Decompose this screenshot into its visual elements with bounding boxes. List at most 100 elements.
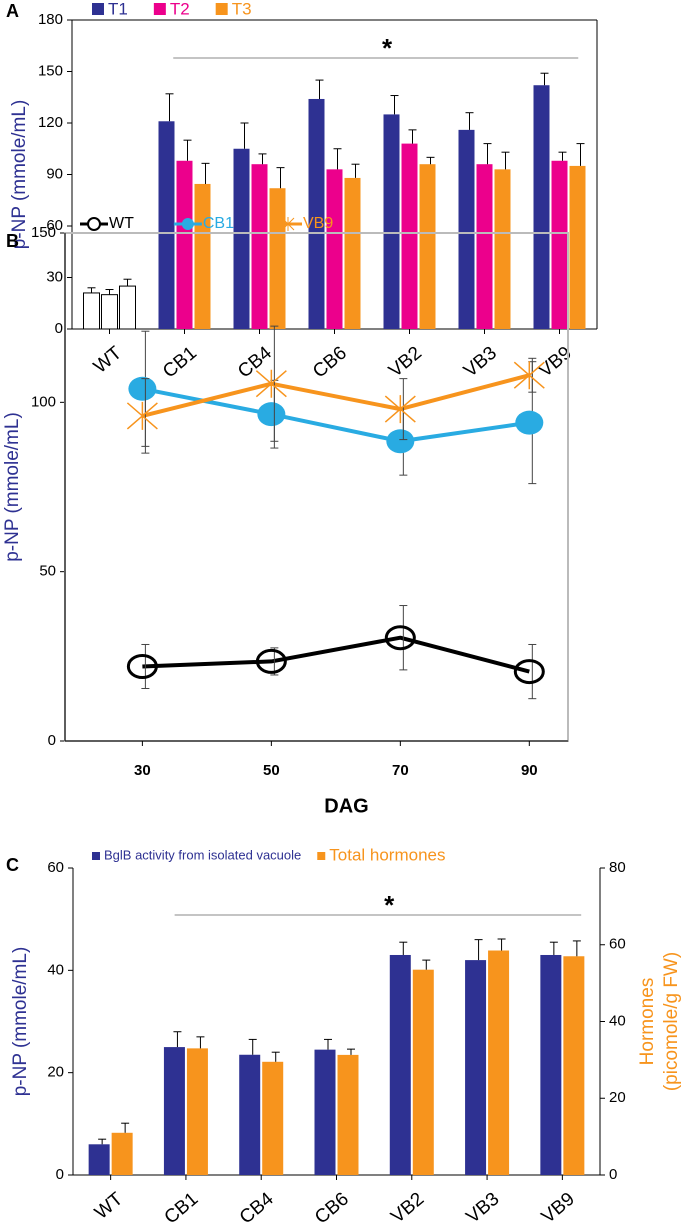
bar: [337, 1054, 359, 1175]
legend-label: T3: [232, 0, 252, 18]
y2-tick-label: 20: [609, 1089, 626, 1106]
x-axis-label: DAG: [324, 795, 368, 817]
panel-letter: A: [6, 1, 19, 21]
y-tick-label: 150: [38, 62, 63, 79]
bar: [569, 165, 586, 329]
x-tick-label: 50: [263, 762, 280, 779]
y-axis-label: p-NP (mmole/mL): [9, 100, 30, 250]
y-tick-label: 30: [46, 268, 63, 285]
bar: [101, 294, 118, 330]
marker: [513, 659, 545, 685]
bar: [262, 1061, 284, 1175]
x-tick-label: VB2: [385, 343, 426, 382]
legend-label: Total hormones: [329, 845, 445, 864]
bar: [111, 1132, 133, 1175]
legend-marker: [281, 217, 295, 231]
annotation: *: [382, 33, 393, 63]
legend-label: CB1: [203, 215, 234, 232]
y-tick-label: 90: [46, 165, 63, 182]
marker: [386, 429, 415, 454]
bar: [533, 85, 550, 329]
bar: [314, 1049, 336, 1175]
legend-label: BglB activity from isolated vacuole: [104, 847, 301, 862]
bar: [269, 188, 286, 329]
annotation: *: [384, 890, 395, 920]
bar: [158, 121, 175, 330]
y-tick-label: 180: [38, 11, 63, 28]
bar: [344, 177, 361, 329]
x-tick-label: CB1: [161, 1189, 203, 1225]
x-tick-label: CB6: [309, 343, 351, 383]
bar: [383, 114, 400, 330]
y-tick-label: 100: [31, 393, 56, 410]
marker: [384, 625, 416, 651]
x-tick-label: VB3: [462, 1189, 503, 1225]
y2-tick-label: 40: [609, 1012, 626, 1029]
x-tick-label: VB2: [387, 1189, 428, 1225]
legend-swatch: [153, 3, 166, 15]
bar: [401, 143, 418, 329]
x-tick-label: CB4: [236, 1188, 278, 1225]
marker: [128, 376, 157, 401]
marker: [255, 648, 287, 674]
y-tick-label: 120: [38, 114, 63, 131]
bar: [326, 169, 343, 329]
bar: [419, 164, 436, 329]
y-tick-label: 0: [55, 320, 63, 337]
y2-axis-label: (picomole/g FW): [661, 952, 682, 1091]
marker: [513, 361, 545, 390]
y-tick-label: 60: [47, 859, 64, 876]
y-tick-label: 0: [48, 732, 56, 749]
x-tick-label: WT: [90, 342, 126, 377]
bar: [308, 98, 325, 329]
bar: [176, 160, 193, 329]
bar: [389, 954, 411, 1175]
x-tick-label: VB9: [538, 1189, 579, 1225]
y-tick-label: 150: [31, 224, 56, 241]
x-tick-label: CB4: [234, 342, 276, 382]
x-tick-label: 90: [521, 762, 538, 779]
bar: [458, 129, 475, 329]
y2-tick-label: 60: [609, 936, 626, 953]
bar: [563, 956, 585, 1175]
bar: [476, 164, 493, 329]
y-tick-label: 0: [56, 1166, 64, 1183]
legend-label: WT: [109, 215, 134, 232]
y-tick-label: 40: [47, 961, 64, 978]
y-tick-label: 20: [47, 1064, 64, 1081]
bar: [551, 160, 568, 329]
y-axis-label: p-NP (mmole/mL): [10, 947, 31, 1097]
marker: [255, 369, 287, 398]
bar: [488, 950, 510, 1175]
bar: [194, 183, 211, 329]
legend-label: T2: [170, 0, 190, 18]
x-tick-label: 70: [392, 762, 409, 779]
marker: [515, 410, 544, 435]
marker: [126, 401, 158, 430]
bar: [88, 1144, 110, 1175]
legend-swatch: [215, 3, 228, 15]
bar: [186, 1048, 208, 1175]
marker: [257, 402, 286, 427]
bar: [540, 954, 562, 1175]
y-tick-label: 60: [46, 217, 63, 234]
bar: [239, 1054, 261, 1175]
x-tick-label: VB9: [535, 343, 576, 382]
marker: [384, 395, 416, 424]
legend-marker: [181, 218, 194, 230]
x-tick-label: CB1: [159, 343, 201, 383]
legend-label: VB9: [303, 215, 333, 232]
line: [141, 373, 530, 418]
bar: [119, 285, 136, 330]
y2-tick-label: 0: [609, 1166, 617, 1183]
legend-swatch: [317, 852, 326, 860]
y-axis-label: p-NP (mmole/mL): [2, 412, 23, 562]
marker: [126, 653, 158, 679]
y2-axis-label: Hormones: [637, 978, 658, 1066]
y2-tick-label: 80: [609, 859, 626, 876]
bar: [494, 169, 511, 329]
bar: [233, 148, 250, 329]
legend-swatch: [92, 852, 100, 860]
